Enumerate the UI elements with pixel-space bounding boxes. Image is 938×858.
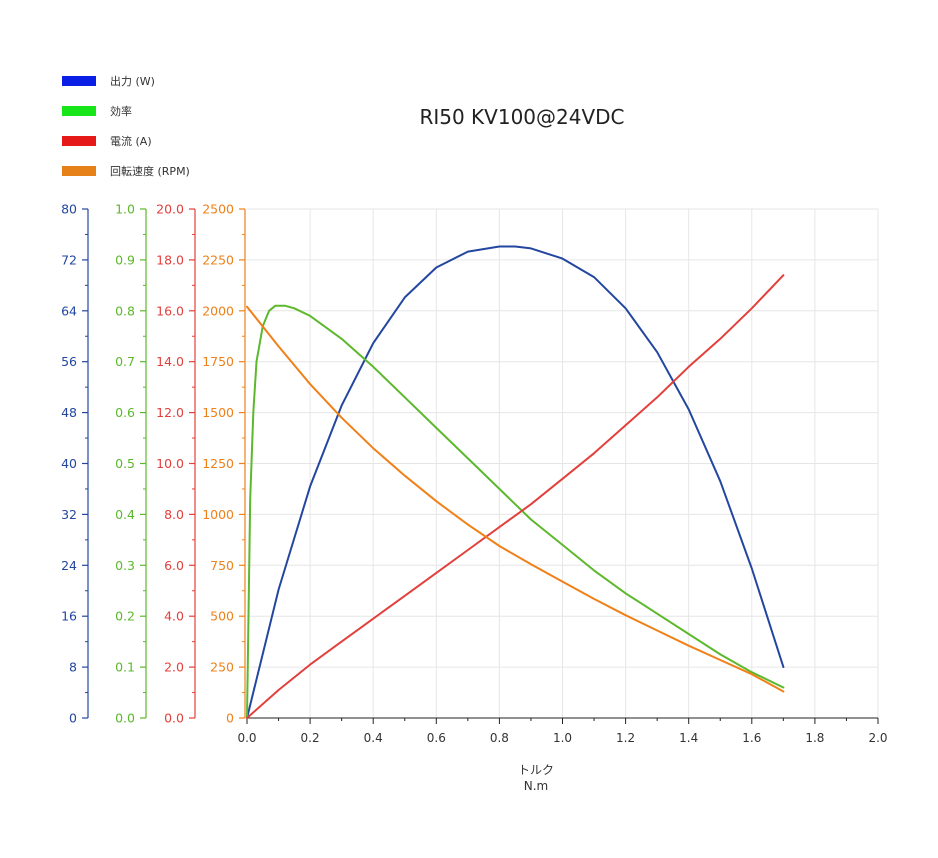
legend-label-current: 電流 (A) <box>110 135 152 148</box>
y-tick-label-speed: 750 <box>210 558 234 573</box>
y-tick-label-current: 2.0 <box>164 660 184 675</box>
y-tick-label-efficiency: 0.5 <box>115 456 135 471</box>
legend-swatch-efficiency <box>62 106 96 116</box>
legend-label-efficiency: 効率 <box>110 105 132 118</box>
y-tick-label-power: 32 <box>61 507 77 522</box>
y-tick-label-efficiency: 0.7 <box>115 354 135 369</box>
y-tick-label-speed: 1000 <box>202 507 234 522</box>
y-tick-label-power: 80 <box>61 202 77 217</box>
legend-swatch-power <box>62 76 96 86</box>
y-tick-label-speed: 500 <box>210 609 234 624</box>
x-tick-label: 1.6 <box>742 731 761 745</box>
y-tick-label-current: 18.0 <box>156 252 184 267</box>
y-tick-label-speed: 1500 <box>202 405 234 420</box>
y-tick-label-efficiency: 0.9 <box>115 252 135 267</box>
y-tick-label-power: 40 <box>61 456 77 471</box>
y-tick-label-power: 16 <box>61 609 77 624</box>
y-tick-label-efficiency: 0.0 <box>115 711 135 726</box>
y-tick-label-current: 16.0 <box>156 303 184 318</box>
y-tick-label-speed: 1750 <box>202 354 234 369</box>
legend-item-current[interactable]: 電流 (A) <box>62 126 190 156</box>
x-tick-label: 1.4 <box>679 731 698 745</box>
y-tick-label-speed: 250 <box>210 660 234 675</box>
y-tick-label-current: 0.0 <box>164 711 184 726</box>
y-tick-label-speed: 0 <box>226 711 234 726</box>
series-line-efficiency <box>246 304 785 719</box>
y-tick-label-speed: 2250 <box>202 252 234 267</box>
series-line-current <box>246 274 785 719</box>
legend-item-efficiency[interactable]: 効率 <box>62 96 190 126</box>
y-tick-label-efficiency: 0.1 <box>115 660 135 675</box>
y-tick-label-power: 72 <box>61 252 77 267</box>
y-tick-label-current: 8.0 <box>164 507 184 522</box>
chart-title: RI50 KV100@24VDC <box>419 105 625 129</box>
x-tick-label: 0.8 <box>490 731 509 745</box>
legend-item-speed[interactable]: 回転速度 (RPM) <box>62 156 190 186</box>
y-tick-label-speed: 2000 <box>202 303 234 318</box>
y-tick-label-efficiency: 1.0 <box>115 202 135 217</box>
x-tick-label: 0.0 <box>237 731 256 745</box>
legend-item-power[interactable]: 出力 (W) <box>62 66 190 96</box>
y-tick-label-power: 8 <box>69 660 77 675</box>
x-tick-label: 0.4 <box>364 731 383 745</box>
y-tick-label-power: 56 <box>61 354 77 369</box>
y-tick-label-efficiency: 0.3 <box>115 558 135 573</box>
y-tick-label-current: 14.0 <box>156 354 184 369</box>
x-axis-title: トルク N.m <box>486 762 586 794</box>
y-tick-label-speed: 2500 <box>202 202 234 217</box>
legend-label-power: 出力 (W) <box>110 75 155 88</box>
y-tick-label-current: 12.0 <box>156 405 184 420</box>
y-tick-label-power: 64 <box>61 303 77 318</box>
y-tick-label-power: 0 <box>69 711 77 726</box>
x-tick-label: 2.0 <box>868 731 887 745</box>
series-line-speed <box>246 305 785 693</box>
x-tick-label: 1.8 <box>805 731 824 745</box>
y-tick-label-current: 10.0 <box>156 456 184 471</box>
y-tick-label-efficiency: 0.4 <box>115 507 135 522</box>
series-line-power <box>246 245 785 719</box>
y-tick-label-speed: 1250 <box>202 456 234 471</box>
x-tick-label: 0.6 <box>427 731 446 745</box>
y-tick-label-efficiency: 0.2 <box>115 609 135 624</box>
y-tick-label-power: 48 <box>61 405 77 420</box>
x-tick-label: 1.2 <box>616 731 635 745</box>
y-tick-label-power: 24 <box>61 558 77 573</box>
y-tick-label-efficiency: 0.6 <box>115 405 135 420</box>
y-tick-label-current: 20.0 <box>156 202 184 217</box>
x-tick-label: 1.0 <box>553 731 572 745</box>
legend-swatch-speed <box>62 166 96 176</box>
x-axis-label: トルク <box>517 763 554 777</box>
y-tick-label-efficiency: 0.8 <box>115 303 135 318</box>
legend-label-speed: 回転速度 (RPM) <box>110 165 190 178</box>
legend-swatch-current <box>62 136 96 146</box>
x-axis-unit: N.m <box>523 779 549 793</box>
legend: 出力 (W) 効率 電流 (A) 回転速度 (RPM) <box>62 66 190 186</box>
y-tick-label-current: 6.0 <box>164 558 184 573</box>
x-tick-label: 0.2 <box>301 731 320 745</box>
y-tick-label-current: 4.0 <box>164 609 184 624</box>
